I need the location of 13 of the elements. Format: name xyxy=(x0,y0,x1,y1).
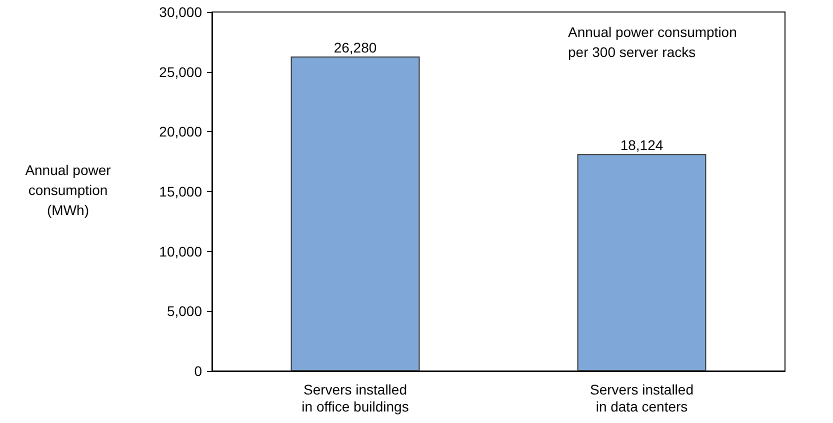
y-axis-title: Annual power consumption (MWh) xyxy=(25,162,112,218)
x-tick-label: Servers installed in office buildings xyxy=(302,382,409,414)
y-tick-label: 15,000 xyxy=(159,184,202,200)
y-tick-label: 30,000 xyxy=(159,4,202,20)
y-tick-label: 20,000 xyxy=(159,124,202,140)
data-label: 26,280 xyxy=(334,40,377,56)
data-label: 18,124 xyxy=(620,137,664,154)
y-tick-label: 10,000 xyxy=(159,243,202,260)
y-tick-label: 0 xyxy=(194,363,202,379)
x-tick-label: Servers installed in data centers xyxy=(590,382,694,414)
y-tick-label: 5,000 xyxy=(166,303,202,320)
y-tick-label: 25,000 xyxy=(159,64,202,80)
text: Annual power consumption per 300 server racks xyxy=(568,24,737,60)
